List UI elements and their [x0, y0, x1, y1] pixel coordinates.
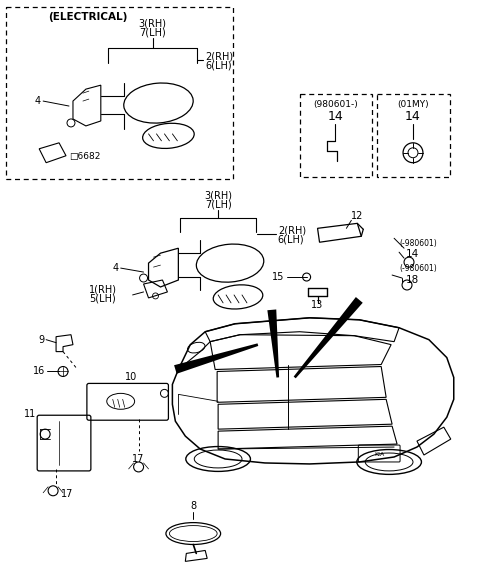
Text: 5(LH): 5(LH): [89, 294, 116, 304]
Polygon shape: [174, 344, 258, 374]
Text: (-980601): (-980601): [399, 264, 437, 273]
Text: 17: 17: [61, 489, 73, 499]
Text: 2(RH): 2(RH): [278, 225, 306, 235]
Text: 16: 16: [33, 366, 45, 376]
Text: 6(LH): 6(LH): [205, 60, 232, 70]
Text: 15: 15: [272, 272, 285, 282]
Text: 2(RH): 2(RH): [205, 52, 233, 61]
Text: 6(LH): 6(LH): [278, 234, 304, 244]
Text: □6682: □6682: [69, 152, 100, 161]
Text: 14: 14: [327, 111, 343, 124]
Text: 4: 4: [113, 263, 119, 273]
Text: (980601-): (980601-): [313, 100, 358, 108]
Text: (-980601): (-980601): [399, 239, 437, 248]
Text: 14: 14: [405, 111, 421, 124]
Text: 7(LH): 7(LH): [205, 200, 231, 209]
Text: 7(LH): 7(LH): [139, 27, 166, 37]
Polygon shape: [267, 310, 279, 378]
Text: (01MY): (01MY): [397, 100, 429, 108]
Text: 8: 8: [190, 501, 196, 511]
Text: 12: 12: [351, 211, 364, 221]
Text: 1(RH): 1(RH): [89, 285, 117, 295]
Text: 4: 4: [35, 96, 41, 106]
Text: 9: 9: [38, 335, 44, 345]
Text: 17: 17: [132, 454, 145, 464]
Text: KIA: KIA: [374, 451, 384, 456]
Text: 13: 13: [312, 300, 324, 310]
Text: (ELECTRICAL): (ELECTRICAL): [48, 11, 128, 22]
Text: 3(RH): 3(RH): [139, 19, 167, 28]
Polygon shape: [294, 297, 363, 378]
Text: 11: 11: [24, 409, 36, 419]
Text: 10: 10: [124, 373, 137, 383]
Text: 18: 18: [406, 275, 419, 285]
Text: 14: 14: [406, 249, 419, 259]
Text: 3(RH): 3(RH): [204, 191, 232, 201]
